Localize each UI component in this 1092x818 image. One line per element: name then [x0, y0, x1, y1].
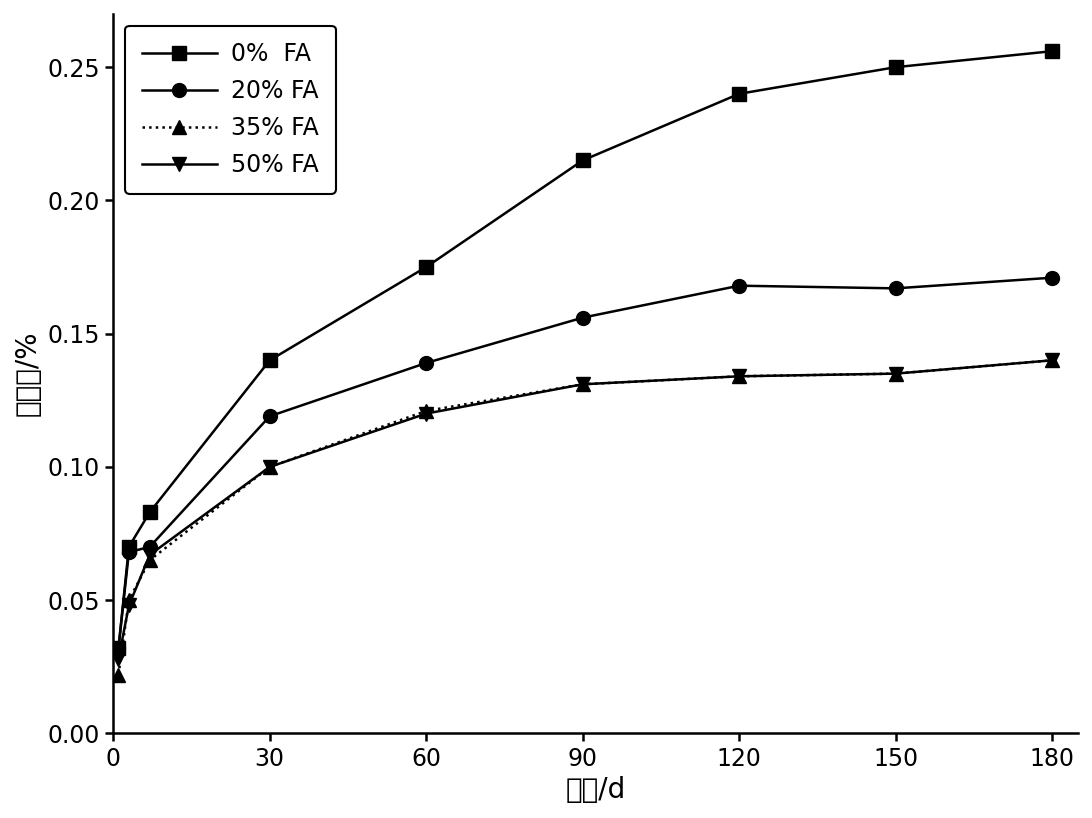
- X-axis label: 龄期/d: 龄期/d: [566, 776, 626, 804]
- 20% FA: [143, 542, 156, 551]
- 35% FA: [577, 380, 590, 389]
- 50% FA: [1045, 355, 1058, 365]
- 0%  FA: [733, 89, 746, 99]
- Line: 35% FA: 35% FA: [111, 353, 1059, 681]
- 50% FA: [111, 654, 124, 663]
- Legend: 0%  FA, 20% FA, 35% FA, 50% FA: 0% FA, 20% FA, 35% FA, 50% FA: [126, 25, 335, 194]
- 0%  FA: [111, 643, 124, 653]
- 35% FA: [111, 670, 124, 680]
- 0%  FA: [577, 155, 590, 165]
- 50% FA: [419, 409, 432, 419]
- 20% FA: [577, 312, 590, 322]
- 35% FA: [263, 462, 276, 472]
- 50% FA: [577, 380, 590, 389]
- 50% FA: [143, 550, 156, 560]
- 35% FA: [122, 596, 135, 605]
- 35% FA: [143, 555, 156, 565]
- Line: 50% FA: 50% FA: [111, 353, 1059, 666]
- 35% FA: [419, 406, 432, 416]
- 0%  FA: [143, 507, 156, 517]
- 50% FA: [889, 369, 902, 379]
- Y-axis label: 膨胀率/%: 膨胀率/%: [14, 330, 41, 416]
- 20% FA: [733, 281, 746, 290]
- 20% FA: [122, 547, 135, 557]
- 0%  FA: [1045, 47, 1058, 56]
- 50% FA: [733, 371, 746, 381]
- 20% FA: [263, 411, 276, 421]
- 20% FA: [419, 358, 432, 368]
- 0%  FA: [889, 62, 902, 72]
- 35% FA: [1045, 355, 1058, 365]
- 20% FA: [111, 643, 124, 653]
- Line: 20% FA: 20% FA: [111, 271, 1059, 655]
- 0%  FA: [419, 262, 432, 272]
- 20% FA: [1045, 272, 1058, 282]
- 20% FA: [889, 284, 902, 294]
- 50% FA: [263, 462, 276, 472]
- 35% FA: [733, 371, 746, 381]
- 35% FA: [889, 369, 902, 379]
- 0%  FA: [263, 355, 276, 365]
- Line: 0%  FA: 0% FA: [111, 44, 1059, 655]
- 50% FA: [122, 600, 135, 610]
- 0%  FA: [122, 542, 135, 551]
